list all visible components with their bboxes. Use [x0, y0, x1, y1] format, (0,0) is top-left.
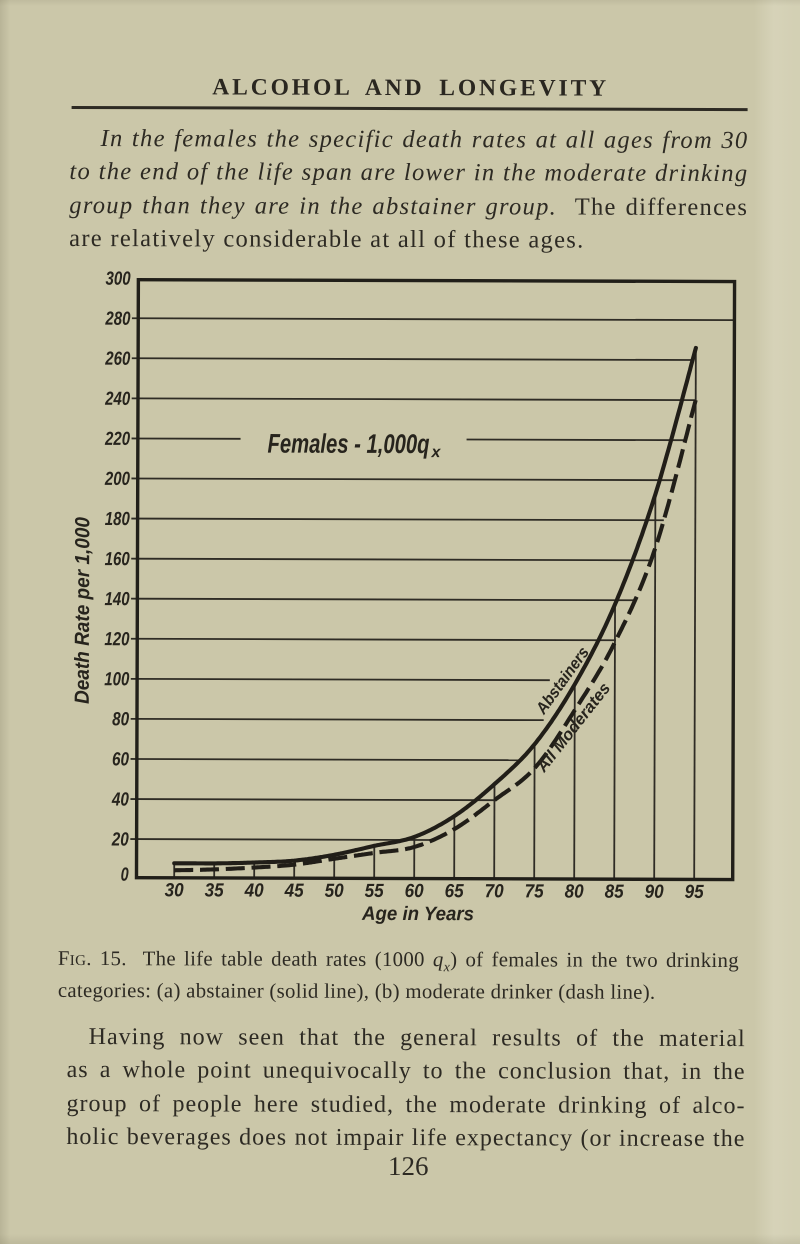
- svg-text:95: 95: [685, 882, 704, 903]
- svg-text:260: 260: [104, 349, 130, 370]
- svg-text:280: 280: [105, 309, 131, 330]
- svg-text:100: 100: [104, 669, 129, 690]
- svg-text:90: 90: [645, 882, 664, 903]
- svg-text:Death Rate per 1,000: Death Rate per 1,000: [71, 516, 95, 704]
- svg-text:60: 60: [405, 881, 424, 902]
- svg-text:45: 45: [284, 881, 304, 902]
- svg-text:240: 240: [104, 389, 130, 410]
- svg-text:30: 30: [165, 880, 184, 901]
- svg-text:35: 35: [205, 880, 224, 901]
- svg-text:75: 75: [525, 881, 544, 902]
- svg-text:40: 40: [111, 789, 129, 810]
- svg-text:220: 220: [104, 429, 130, 450]
- svg-text:0: 0: [121, 865, 129, 886]
- svg-text:50: 50: [325, 881, 344, 902]
- svg-text:55: 55: [365, 881, 384, 902]
- svg-text:70: 70: [485, 881, 504, 902]
- svg-text:65: 65: [445, 881, 464, 902]
- svg-text:40: 40: [244, 881, 264, 902]
- svg-text:60: 60: [112, 749, 129, 770]
- svg-text:80: 80: [112, 709, 129, 730]
- svg-text:Age in Years: Age in Years: [361, 903, 474, 925]
- svg-text:140: 140: [105, 589, 130, 610]
- svg-text:180: 180: [105, 509, 130, 530]
- svg-text:160: 160: [105, 549, 130, 570]
- svg-text:300: 300: [106, 269, 131, 290]
- svg-text:200: 200: [104, 469, 130, 490]
- svg-text:85: 85: [605, 882, 624, 903]
- svg-text:x: x: [430, 444, 441, 461]
- svg-text:20: 20: [111, 829, 129, 850]
- svg-text:Females - 1,000q: Females - 1,000q: [268, 429, 430, 460]
- svg-text:80: 80: [565, 882, 584, 903]
- svg-text:120: 120: [104, 629, 129, 650]
